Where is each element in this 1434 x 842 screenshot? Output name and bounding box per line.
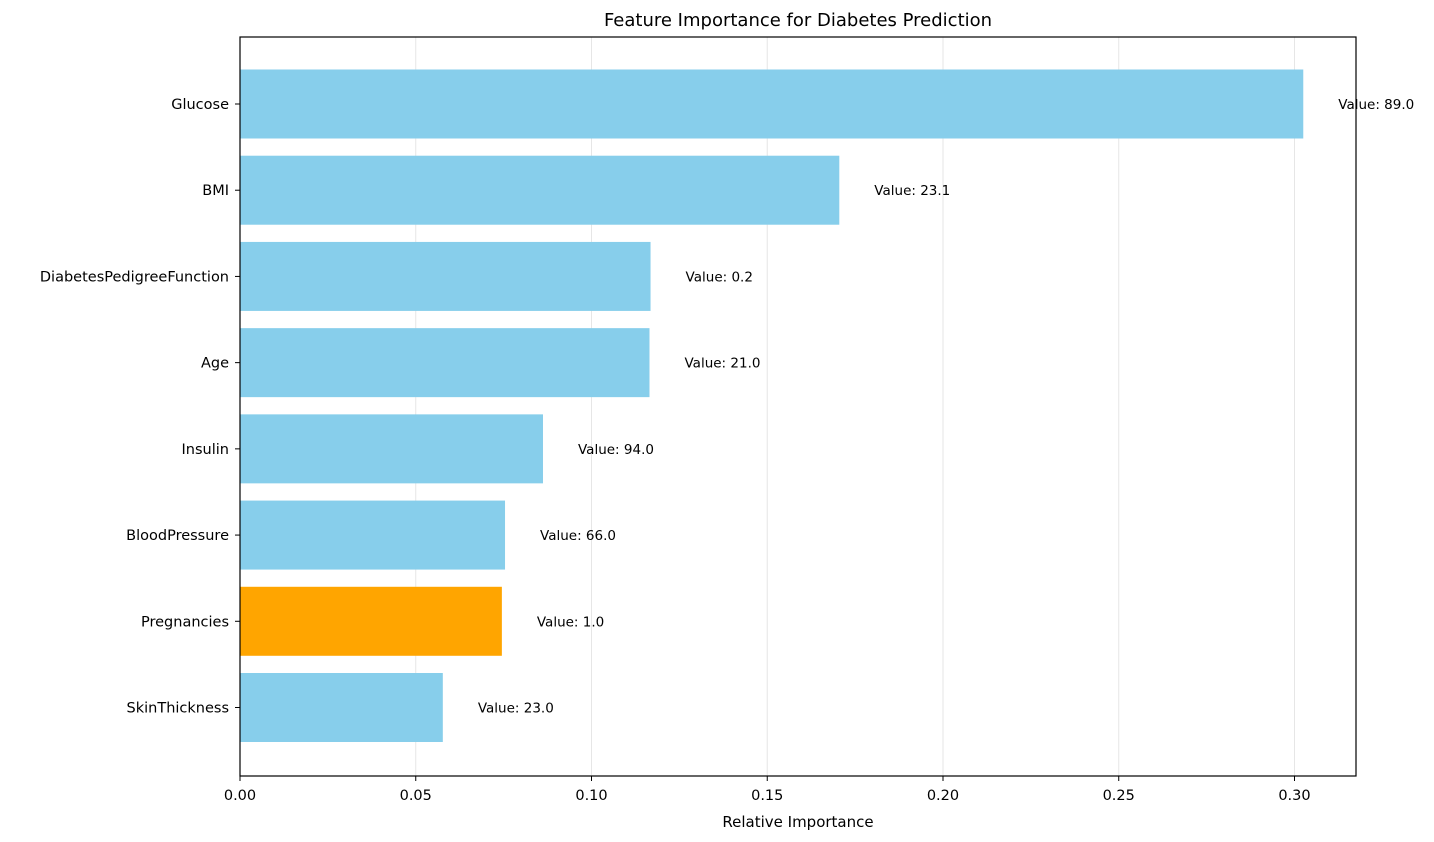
chart-title: Feature Importance for Diabetes Predicti… xyxy=(604,10,992,31)
value-labels: Value: 89.0 Value: 23.1 Value: 0.2 Value: 2… xyxy=(478,97,1414,717)
x-tick-label: 0.05 xyxy=(400,788,432,804)
bar-bloodpressure xyxy=(240,500,506,570)
bar-diabetespedigreefunction xyxy=(240,241,651,311)
y-tick-label: Insulin xyxy=(182,442,229,458)
bar-skinthickness xyxy=(240,673,443,742)
value-label: Value: 89.0 xyxy=(1338,97,1414,113)
x-tick-label: 0.15 xyxy=(751,788,783,804)
x-axis-label: Relative Importance xyxy=(722,813,873,831)
y-tick-label: Pregnancies xyxy=(141,614,229,630)
bar-age xyxy=(240,328,650,398)
bar-insulin xyxy=(240,414,543,484)
value-label: Value: 21.0 xyxy=(684,356,760,372)
y-tick-label: Glucose xyxy=(171,97,229,113)
value-label: Value: 1.0 xyxy=(537,614,604,630)
x-tick-label: 0.20 xyxy=(927,788,959,804)
y-tick-label: Age xyxy=(201,356,229,372)
y-tick-label: DiabetesPedigreeFunction xyxy=(40,269,229,285)
value-label: Value: 0.2 xyxy=(686,269,753,285)
x-tick-label: 0.30 xyxy=(1278,788,1310,804)
value-label: Value: 23.1 xyxy=(874,183,950,199)
bar-bmi xyxy=(240,155,840,225)
y-axis-ticks: Glucose BMI DiabetesPedigreeFunction Age Ins… xyxy=(40,97,240,717)
x-axis-ticks: 0.00 0.05 0.10 0.15 0.20 0.25 0.30 xyxy=(224,776,1311,804)
bars xyxy=(240,69,1304,742)
x-tick-label: 0.10 xyxy=(575,788,607,804)
y-tick-label: BMI xyxy=(202,183,229,199)
plot-frame xyxy=(239,36,1357,777)
y-tick-label: SkinThickness xyxy=(127,701,229,717)
value-label: Value: 66.0 xyxy=(540,528,616,544)
grid-lines xyxy=(239,37,1295,776)
value-label: Value: 94.0 xyxy=(578,442,654,458)
x-tick-label: 0.00 xyxy=(224,788,256,804)
x-tick-label: 0.25 xyxy=(1103,788,1135,804)
value-label: Value: 23.0 xyxy=(478,701,554,717)
bar-pregnancies xyxy=(240,586,502,656)
y-tick-label: BloodPressure xyxy=(126,528,229,544)
bar-glucose xyxy=(240,69,1304,139)
